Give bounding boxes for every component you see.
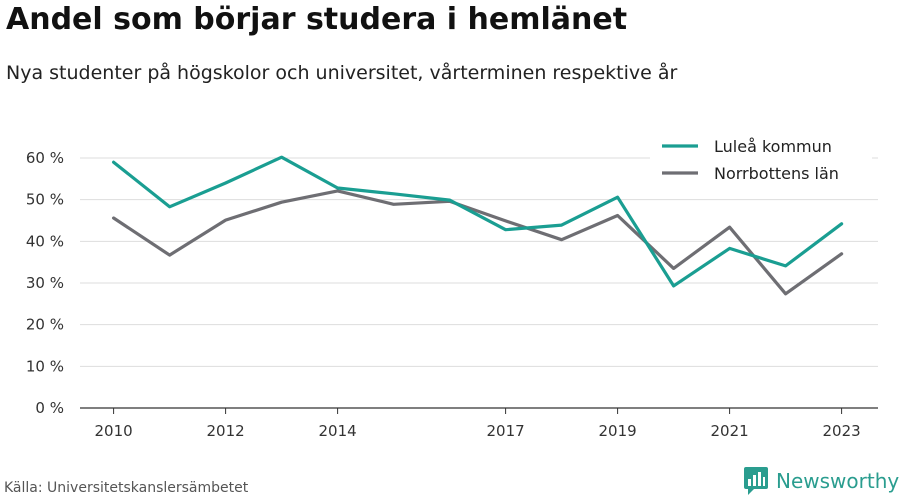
x-tick-label: 2021 [711, 422, 749, 440]
x-tick-label: 2014 [319, 422, 357, 440]
series-lines [111, 155, 844, 296]
y-tick-label: 30 % [26, 274, 64, 292]
newsworthy-logo-icon [744, 467, 768, 495]
y-tick-label: 60 % [26, 149, 64, 167]
y-tick-label: 40 % [26, 232, 64, 250]
y-axis: 0 % 10 % 20 % 30 % 40 % 50 % 60 % [26, 149, 64, 417]
x-tick-label: 2010 [95, 422, 133, 440]
x-tick-label: 2023 [823, 422, 861, 440]
legend-background [650, 122, 872, 192]
brand-name: Newsworthy [776, 469, 900, 493]
chart-subtitle: Nya studenter på högskolor och universit… [6, 62, 678, 84]
x-tick-label: 2012 [207, 422, 245, 440]
chart-title: Andel som börjar studera i hemlänet [6, 2, 628, 37]
x-tick-label: 2017 [487, 422, 525, 440]
legend-label: Luleå kommun [714, 137, 832, 156]
legend-label: Norrbottens län [714, 164, 839, 183]
source-note: Källa: Universitetskanslersämbetet [4, 480, 249, 496]
x-tick-label: 2019 [599, 422, 637, 440]
y-tick-label: 0 % [35, 399, 64, 417]
grid-lines [80, 157, 878, 367]
y-tick-label: 10 % [26, 357, 64, 375]
x-axis: 2010 2012 2014 2017 2019 2021 2023 [80, 407, 878, 440]
series-line-norrbottens-lan [111, 189, 844, 296]
brand-logo: Newsworthy [744, 467, 899, 495]
series-line-lulea-kommun [111, 155, 844, 288]
legend: Luleå kommun Norrbottens län [650, 122, 872, 192]
y-tick-label: 20 % [26, 316, 64, 334]
y-tick-label: 50 % [26, 191, 64, 209]
